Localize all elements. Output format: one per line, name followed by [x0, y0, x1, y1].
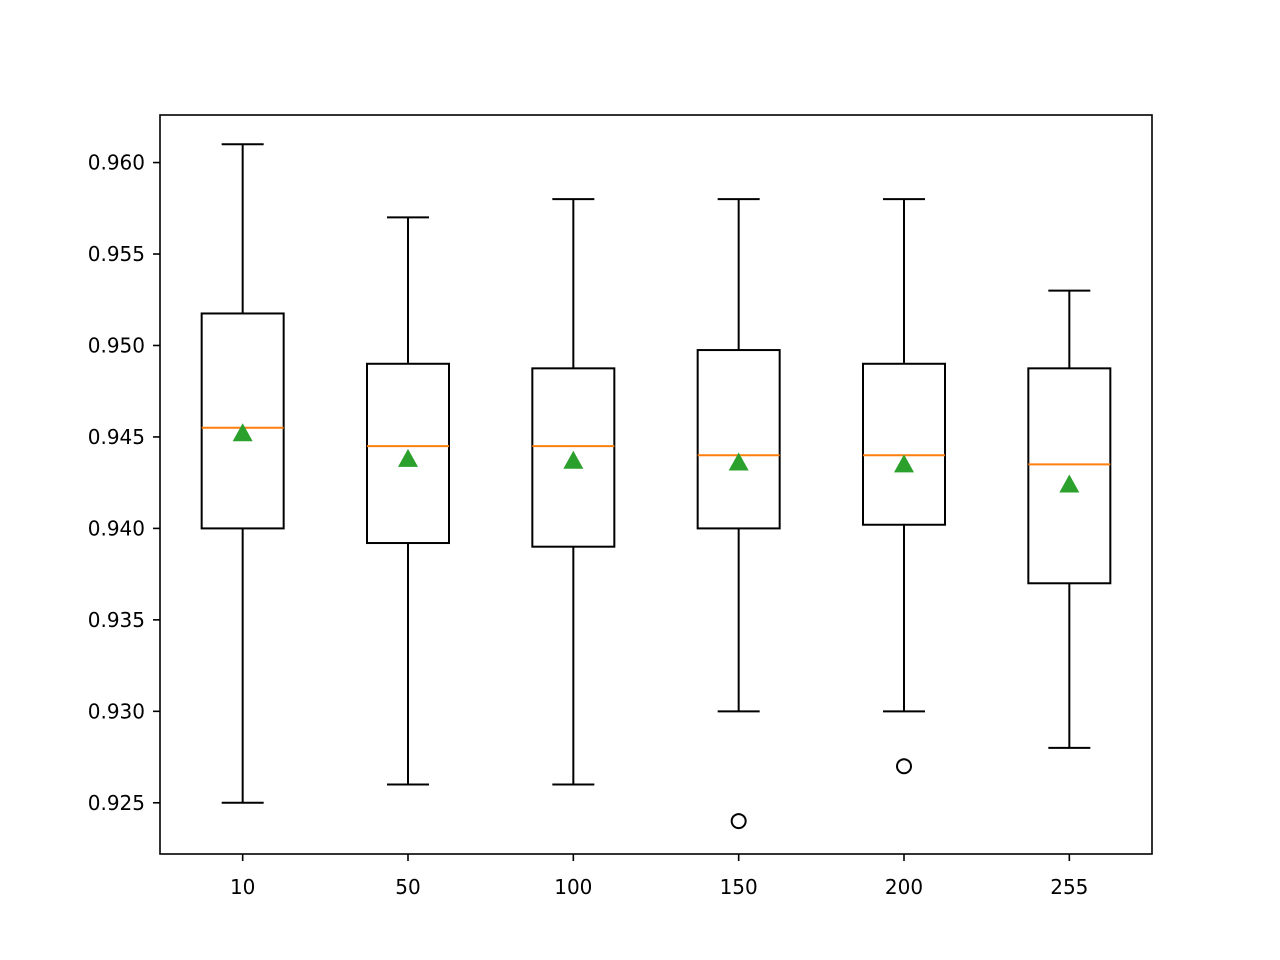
y-tick-label: 0.960	[88, 151, 145, 175]
mean-triangle-icon	[1059, 474, 1080, 493]
iqr-box	[531, 367, 616, 548]
iqr-box	[366, 362, 450, 545]
box-50	[366, 216, 450, 786]
y-axis: 0.925 0.930 0.935 0.940 0.945 0.950 0.955 0.960	[88, 151, 160, 815]
iqr-box	[696, 349, 781, 530]
iqr-box	[862, 362, 946, 526]
x-tick-label: 200	[885, 875, 923, 899]
iqr-box	[200, 312, 285, 530]
outlier-marker	[896, 758, 912, 775]
x-tick-label: 255	[1050, 875, 1088, 899]
x-tick-label: 10	[230, 875, 255, 899]
y-tick-label: 0.925	[88, 791, 145, 815]
box-100	[531, 198, 616, 786]
outlier-marker	[730, 813, 747, 830]
box-255	[1027, 289, 1112, 749]
mean-triangle-icon	[894, 454, 914, 473]
y-tick-label: 0.930	[88, 699, 145, 723]
box-150	[696, 198, 781, 830]
y-tick-label: 0.955	[88, 242, 145, 266]
y-tick-label: 0.940	[88, 516, 145, 540]
x-axis: 10 50 100 150 200 255	[230, 854, 1088, 899]
y-tick-label: 0.945	[88, 425, 145, 449]
iqr-box	[1027, 367, 1112, 585]
box-200	[862, 198, 946, 775]
x-tick-label: 100	[554, 875, 592, 899]
x-tick-label: 150	[720, 875, 758, 899]
mean-triangle-icon	[563, 450, 584, 469]
plot-frame	[159, 114, 1153, 855]
y-tick-label: 0.935	[88, 608, 145, 632]
mean-triangle-icon	[398, 448, 418, 467]
boxes-group	[200, 143, 1112, 830]
x-tick-label: 50	[395, 875, 420, 899]
y-tick-label: 0.950	[88, 333, 145, 357]
mean-triangle-icon	[728, 452, 749, 471]
mean-triangle-icon	[232, 423, 253, 442]
box-10	[200, 143, 285, 804]
